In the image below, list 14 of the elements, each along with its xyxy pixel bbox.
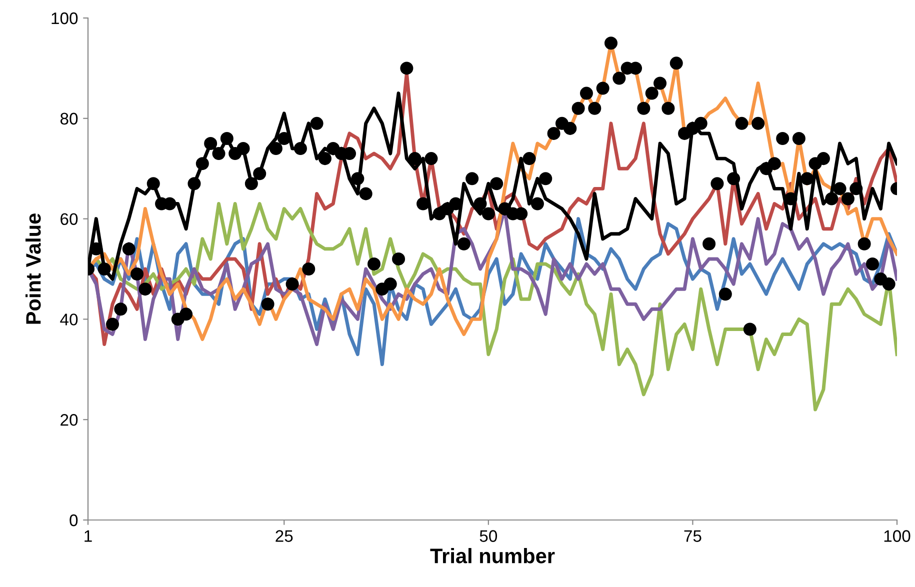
y-tick-label: 60 <box>60 213 78 226</box>
line-series <box>88 92 897 281</box>
x-tick-label: 100 <box>884 530 910 542</box>
x-tick-label: 75 <box>684 530 702 542</box>
y-tick-label: 40 <box>60 314 78 326</box>
y-axis-title: Point Value <box>25 214 41 324</box>
y-tick-label: 100 <box>52 12 78 24</box>
y-tick-label: 80 <box>60 112 78 125</box>
x-tick-label: 50 <box>480 530 498 542</box>
y-tick-label: 0 <box>70 514 78 526</box>
y-tick-label: 20 <box>60 414 78 426</box>
x-tick-label: 25 <box>276 530 293 542</box>
x-tick-label: 1 <box>84 530 92 542</box>
x-axis-title: Trial number <box>430 548 555 564</box>
